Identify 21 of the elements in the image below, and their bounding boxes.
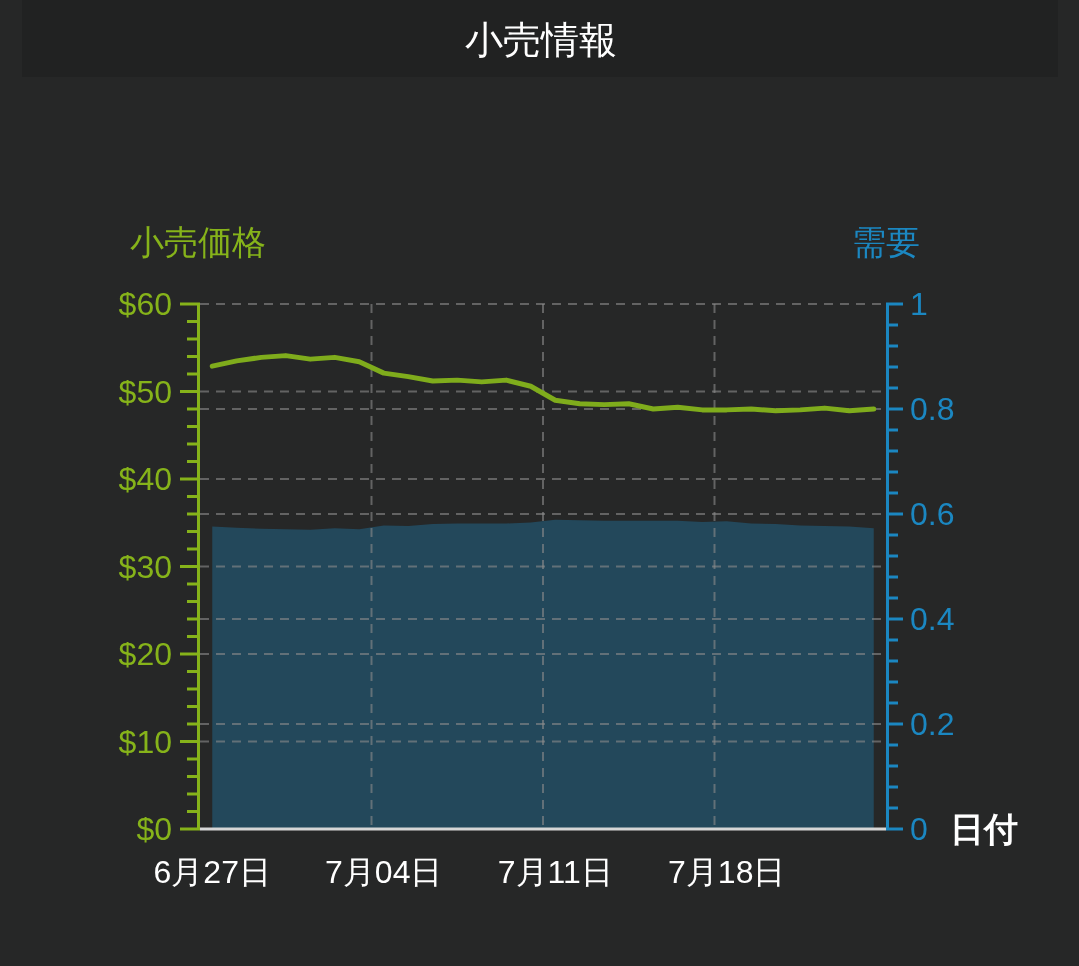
y-tick-label: $40 [118,461,172,497]
x-tick-label: 7月04日 [325,854,443,890]
xlabel: 日付 [950,810,1018,848]
x-tick-label: 6月27日 [153,854,271,890]
title: 小売情報 [465,19,617,61]
x-tick-label: 7月18日 [668,854,786,890]
y-tick-label: $60 [118,286,172,322]
y-tick-label: $20 [118,636,172,672]
y2-tick-label: 0.6 [910,496,955,532]
y2label: 需要 [852,223,920,261]
y2-tick-label: 0.2 [910,706,955,742]
y2-tick-label: 1 [910,286,928,322]
y2-tick-label: 0.4 [910,601,955,637]
y-tick-label: $0 [136,811,172,847]
y-tick-label: $30 [118,548,172,585]
y-tick-label: $50 [118,373,172,410]
ylabel: 小売価格 [130,223,266,261]
y2-tick-label: 0 [910,811,928,847]
y2-tick-label: 0.8 [910,391,955,427]
x-tick-label: 7月11日 [497,854,613,890]
y-tick-label: $10 [118,723,172,760]
